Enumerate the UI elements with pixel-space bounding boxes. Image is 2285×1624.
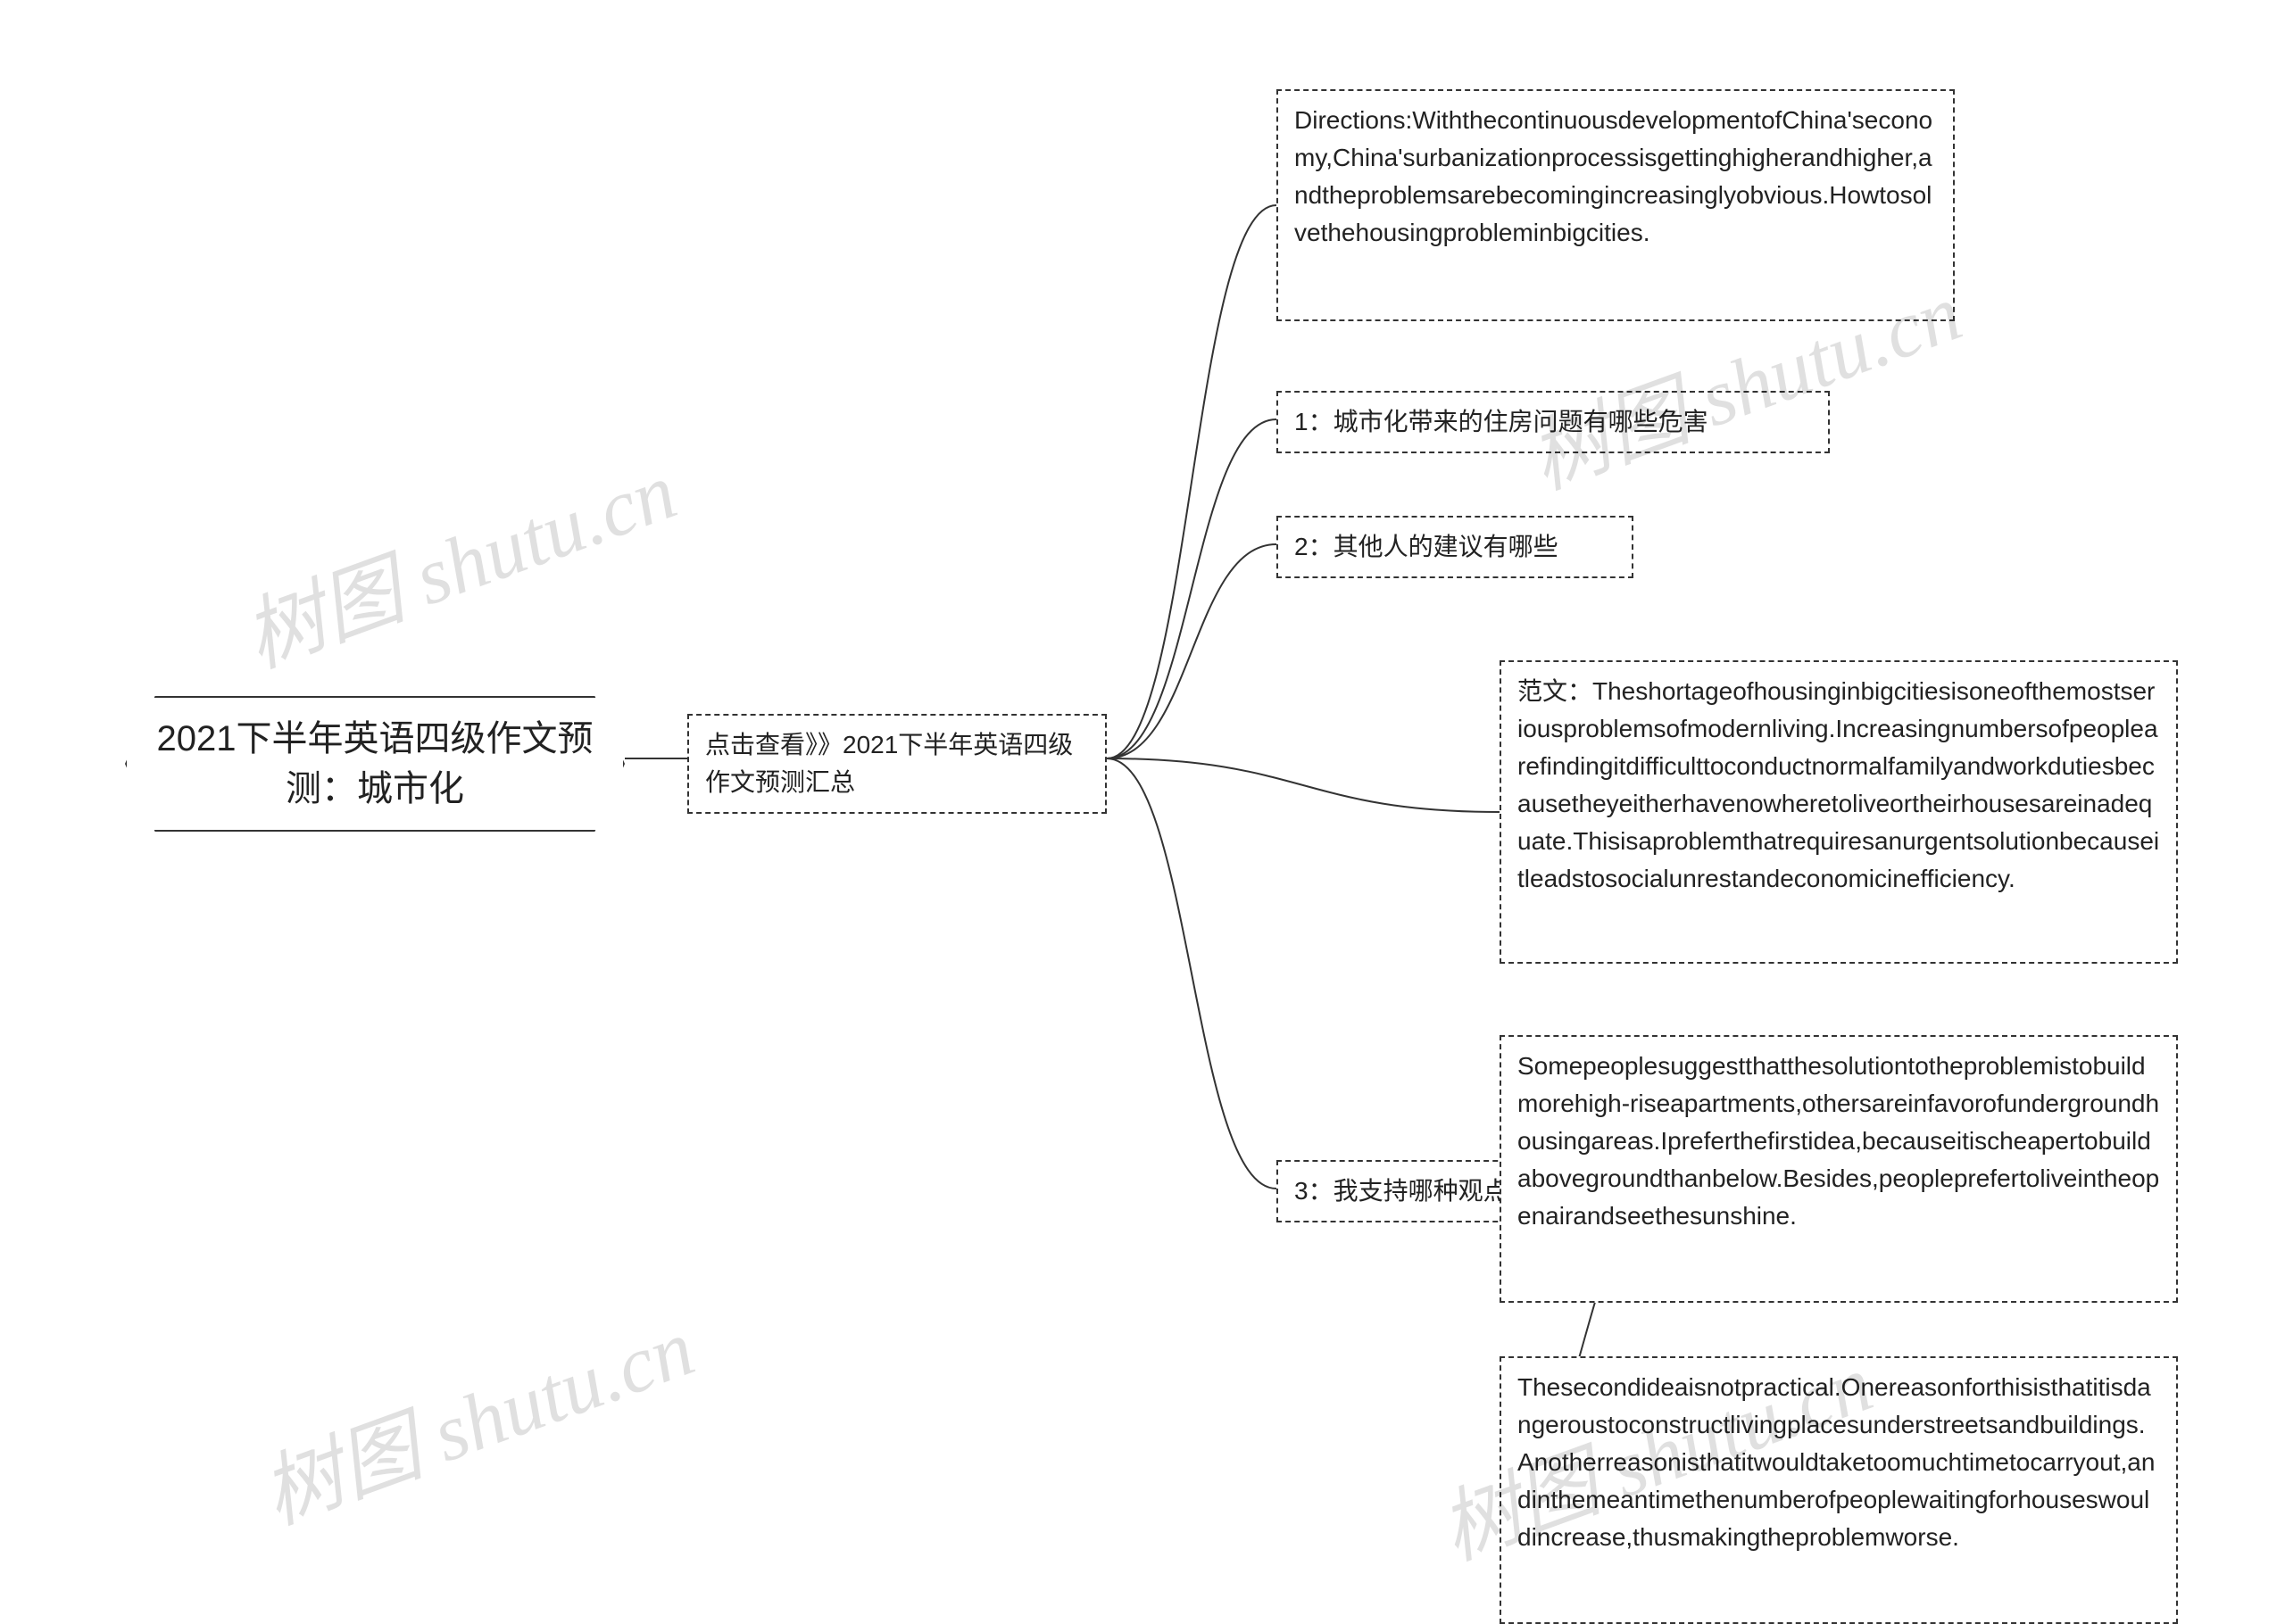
mindmap-canvas: 2021下半年英语四级作文预测：城市化 点击查看》》2021下半年英语四级作文预… <box>0 0 2285 1622</box>
leaf-label: Thesecondideaisnotpractical.Onereasonfor… <box>1517 1373 2155 1551</box>
root-label: 2021下半年英语四级作文预测：城市化 <box>157 719 594 808</box>
leaf-label: Somepeoplesuggestthatthesolutiontothepro… <box>1517 1052 2159 1230</box>
level1-label: 点击查看》》2021下半年英语四级作文预测汇总 <box>705 731 1073 796</box>
level1-node: 点击查看》》2021下半年英语四级作文预测汇总 <box>687 714 1107 814</box>
leaf-point1: 1：城市化带来的住房问题有哪些危害 <box>1276 391 1830 453</box>
leaf-paragraph2: Somepeoplesuggestthatthesolutiontothepro… <box>1500 1035 2178 1303</box>
watermark: 树图 shutu.cn <box>226 427 689 690</box>
watermark: 树图 shutu.cn <box>244 1283 707 1546</box>
root-node: 2021下半年英语四级作文预测：城市化 <box>125 696 625 832</box>
leaf-label: Directions:Withthecontinuousdevelopmento… <box>1294 106 1932 246</box>
leaf-point2: 2：其他人的建议有哪些 <box>1276 516 1633 578</box>
leaf-sample-essay: 范文：Theshortageofhousinginbigcitiesisoneo… <box>1500 660 2178 964</box>
leaf-label: 1：城市化带来的住房问题有哪些危害 <box>1294 408 1708 435</box>
leaf-directions: Directions:Withthecontinuousdevelopmento… <box>1276 89 1955 321</box>
leaf-label: 范文：Theshortageofhousinginbigcitiesisoneo… <box>1517 677 2159 892</box>
leaf-label: 2：其他人的建议有哪些 <box>1294 533 1558 560</box>
leaf-paragraph3: Thesecondideaisnotpractical.Onereasonfor… <box>1500 1356 2178 1624</box>
